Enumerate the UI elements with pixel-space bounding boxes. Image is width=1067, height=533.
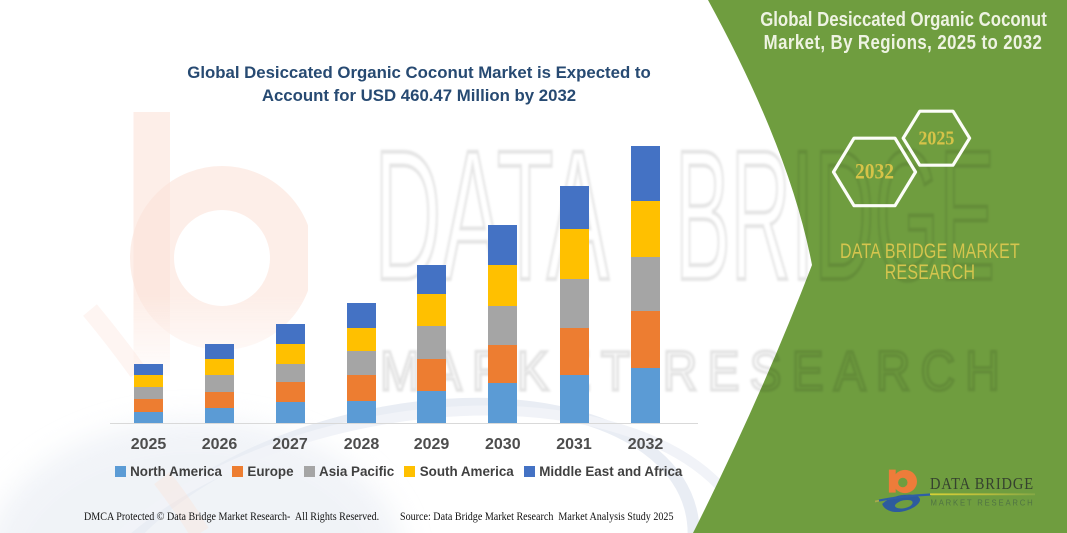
svg-text:2032: 2032 [855, 159, 894, 184]
svg-text:MARKET RESEARCH: MARKET RESEARCH [931, 498, 1035, 508]
svg-text:DATA BRIDGE: DATA BRIDGE [930, 474, 1034, 493]
svg-text:2025: 2025 [918, 129, 954, 150]
svg-text:MARKET RESEARCH: MARKET RESEARCH [380, 339, 1010, 402]
svg-text:BRIDGE: BRIDGE [675, 113, 995, 319]
